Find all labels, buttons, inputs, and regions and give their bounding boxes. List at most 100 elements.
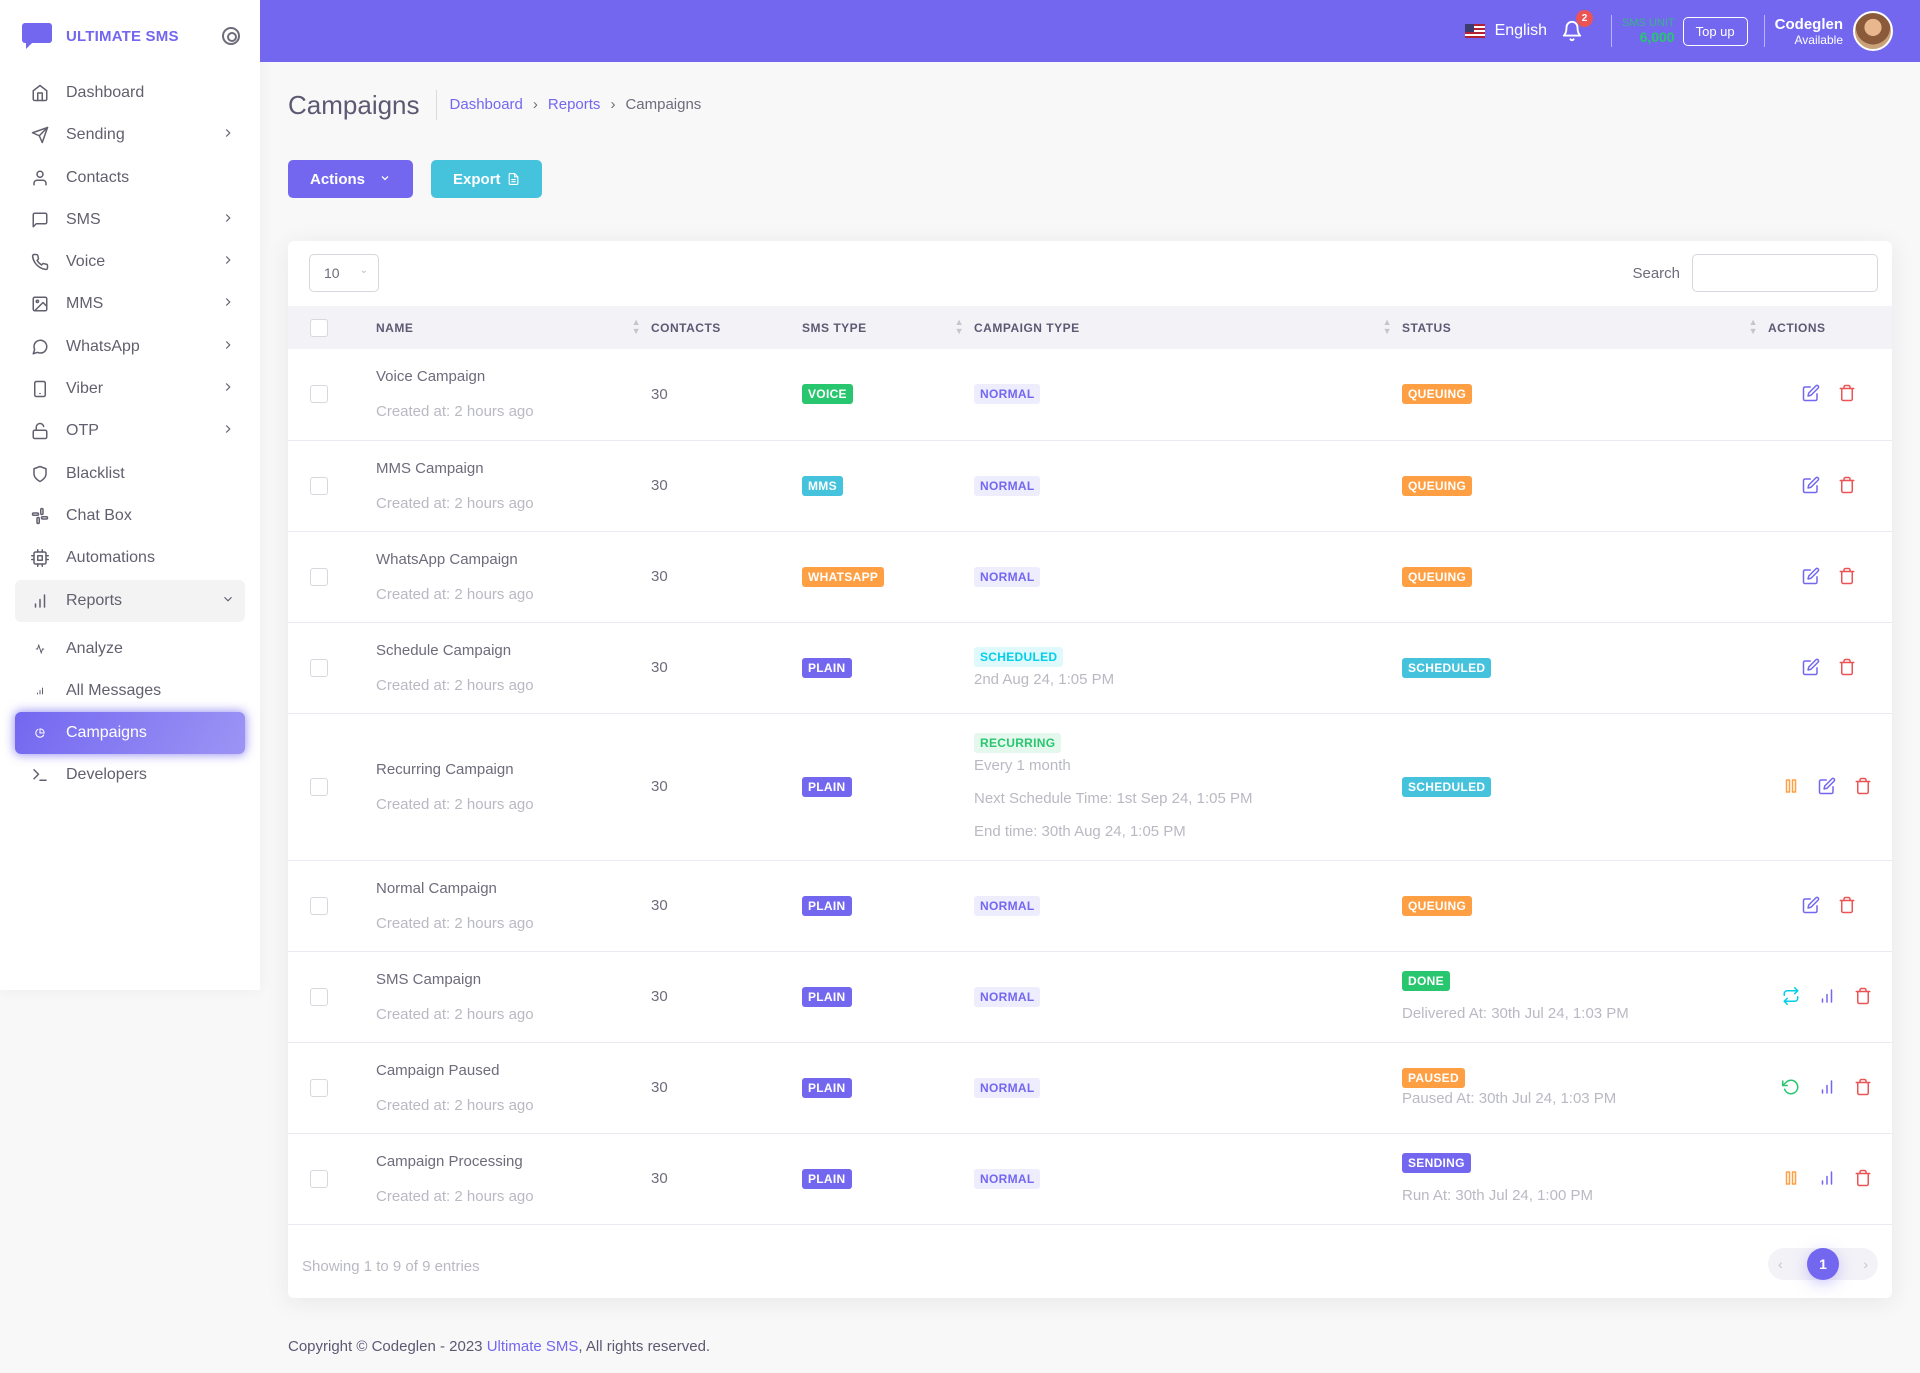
column-header-sms-type[interactable]: SMS Type ▲ ▼ [802, 317, 964, 336]
us-flag-icon[interactable] [1464, 24, 1485, 38]
edit-icon[interactable] [1802, 476, 1822, 496]
pause-icon[interactable] [1782, 1169, 1802, 1189]
campaign-name[interactable]: Campaign Paused [376, 1061, 500, 1079]
export-button[interactable]: Export [431, 160, 542, 198]
created-at: Created at: 2 hours ago [376, 403, 534, 421]
edit-icon[interactable] [1802, 896, 1822, 916]
row-checkbox[interactable] [310, 896, 328, 915]
row-checkbox[interactable] [310, 987, 328, 1006]
campaign-name[interactable]: Schedule Campaign [376, 641, 512, 659]
terminal-icon [30, 765, 50, 785]
notification-bell[interactable]: 2 [1561, 10, 1594, 42]
campaign-name[interactable]: Voice Campaign [376, 368, 486, 386]
user-menu[interactable]: Codeglen Available [1775, 16, 1843, 47]
page-button-current[interactable]: 1 [1807, 1248, 1839, 1280]
sms-unit-value: 6,000 [1639, 29, 1675, 45]
sidebar-item-chat-box[interactable]: Chat Box [15, 495, 245, 537]
sidebar-item-voice[interactable]: Voice [15, 241, 245, 283]
table-row: Normal Campaign Created at: 2 hours ago 30… [288, 860, 1892, 952]
page-footer: Copyright © Codeglen - 2023 Ultimate SMS… [288, 1338, 710, 1355]
next-page-icon[interactable]: › [1863, 1256, 1868, 1272]
contacts-count: 30 [651, 713, 802, 861]
trash-icon[interactable] [1854, 1078, 1874, 1098]
top-up-button[interactable]: Top up [1682, 16, 1748, 46]
campaign-name[interactable]: Campaign Processing [376, 1152, 523, 1170]
sidebar-item-blacklist[interactable]: Blacklist [15, 453, 245, 495]
bar-chart-icon[interactable] [1818, 1169, 1838, 1189]
sms-type-badge: MMS [802, 475, 843, 496]
sidebar-item-dashboard[interactable]: Dashboard [15, 72, 245, 114]
sidebar-item-contacts[interactable]: Contacts [15, 157, 245, 199]
trash-icon[interactable] [1838, 567, 1858, 587]
trash-icon[interactable] [1854, 987, 1874, 1007]
file-text-icon [507, 172, 520, 186]
row-checkbox[interactable] [310, 1169, 328, 1188]
sidebar-item-viber[interactable]: Viber [15, 368, 245, 410]
cpu-icon [30, 548, 50, 568]
actions-dropdown-button[interactable]: Actions [288, 160, 414, 198]
campaign-type-badge: NORMAL [974, 566, 1041, 587]
sidebar-item-automations[interactable]: Automations [15, 537, 245, 579]
bar-chart-icon[interactable] [1818, 987, 1838, 1007]
prev-page-icon[interactable]: ‹ [1778, 1256, 1783, 1272]
edit-icon[interactable] [1818, 777, 1838, 797]
row-checkbox[interactable] [310, 1078, 328, 1097]
brand[interactable]: ULTIMATE SMS [0, 0, 260, 72]
trash-icon[interactable] [1838, 896, 1858, 916]
sidebar-item-analyze[interactable]: Analyze [15, 628, 245, 670]
edit-icon[interactable] [1802, 567, 1822, 587]
sidebar-item-reports[interactable]: Reports [15, 579, 245, 622]
pause-icon[interactable] [1782, 777, 1802, 797]
sidebar-item-whatsapp[interactable]: WhatsApp [15, 326, 245, 368]
chevron-right-icon [221, 253, 235, 270]
sms-type-badge: VOICE [802, 384, 853, 405]
row-checkbox[interactable] [310, 777, 328, 796]
row-checkbox[interactable] [310, 658, 328, 677]
row-checkbox[interactable] [310, 567, 328, 586]
sidebar-item-developers[interactable]: Developers [15, 754, 245, 796]
trash-icon[interactable] [1838, 476, 1858, 496]
column-header-campaign-type[interactable]: Campaign Type ▲ ▼ [974, 317, 1392, 336]
campaign-name[interactable]: Recurring Campaign [376, 760, 514, 778]
sidebar-toggle-icon[interactable] [222, 27, 240, 45]
search-input[interactable] [1692, 254, 1878, 292]
bar-chart-icon[interactable] [1818, 1078, 1838, 1098]
breadcrumb-dashboard[interactable]: Dashboard [449, 96, 523, 113]
campaign-name[interactable]: MMS Campaign [376, 459, 484, 477]
trash-icon[interactable] [1854, 1169, 1874, 1189]
campaign-name[interactable]: SMS Campaign [376, 970, 482, 988]
chevron-right-icon [221, 126, 235, 143]
campaign-schedule-text: Next Schedule Time: 1st Sep 24, 1:05 PM [974, 790, 1253, 807]
breadcrumb-reports[interactable]: Reports [547, 96, 601, 113]
column-header-name[interactable]: Name ▲ ▼ [376, 317, 641, 336]
sidebar-item-label: Analyze [66, 639, 123, 657]
created-at: Created at: 2 hours ago [376, 676, 534, 694]
sort-icon: ▲ ▼ [631, 317, 641, 336]
sidebar-item-otp[interactable]: OTP [15, 410, 245, 452]
sidebar-item-mms[interactable]: MMS [15, 283, 245, 325]
page-length-select[interactable]: 10 ⌄ [309, 254, 379, 292]
campaign-name[interactable]: Normal Campaign [376, 879, 497, 897]
status-badge: QUEUING [1402, 566, 1473, 587]
sidebar-item-campaigns[interactable]: Campaigns [15, 712, 245, 755]
rotate-ccw-icon[interactable] [1782, 1078, 1802, 1098]
footer-link[interactable]: Ultimate SMS [486, 1338, 579, 1355]
trash-icon[interactable] [1854, 777, 1874, 797]
edit-icon[interactable] [1802, 384, 1822, 404]
sidebar-item-sending[interactable]: Sending [15, 114, 245, 156]
row-checkbox[interactable] [310, 476, 328, 495]
edit-icon[interactable] [1802, 658, 1822, 678]
select-all-checkbox[interactable] [310, 318, 328, 337]
trash-icon[interactable] [1838, 384, 1858, 404]
language-selector[interactable]: English [1494, 22, 1548, 39]
sidebar-item-all-messages[interactable]: All Messages [15, 670, 245, 712]
sidebar-item-sms[interactable]: SMS [15, 199, 245, 241]
repeat-icon[interactable] [1782, 986, 1802, 1007]
campaign-name[interactable]: WhatsApp Campaign [376, 550, 518, 568]
avatar[interactable] [1853, 11, 1893, 51]
row-checkbox[interactable] [310, 385, 328, 404]
column-header-status[interactable]: Status ▲ ▼ [1402, 317, 1758, 336]
status-badge: QUEUING [1402, 384, 1473, 405]
status-badge: QUEUING [1402, 895, 1473, 916]
trash-icon[interactable] [1838, 658, 1858, 678]
